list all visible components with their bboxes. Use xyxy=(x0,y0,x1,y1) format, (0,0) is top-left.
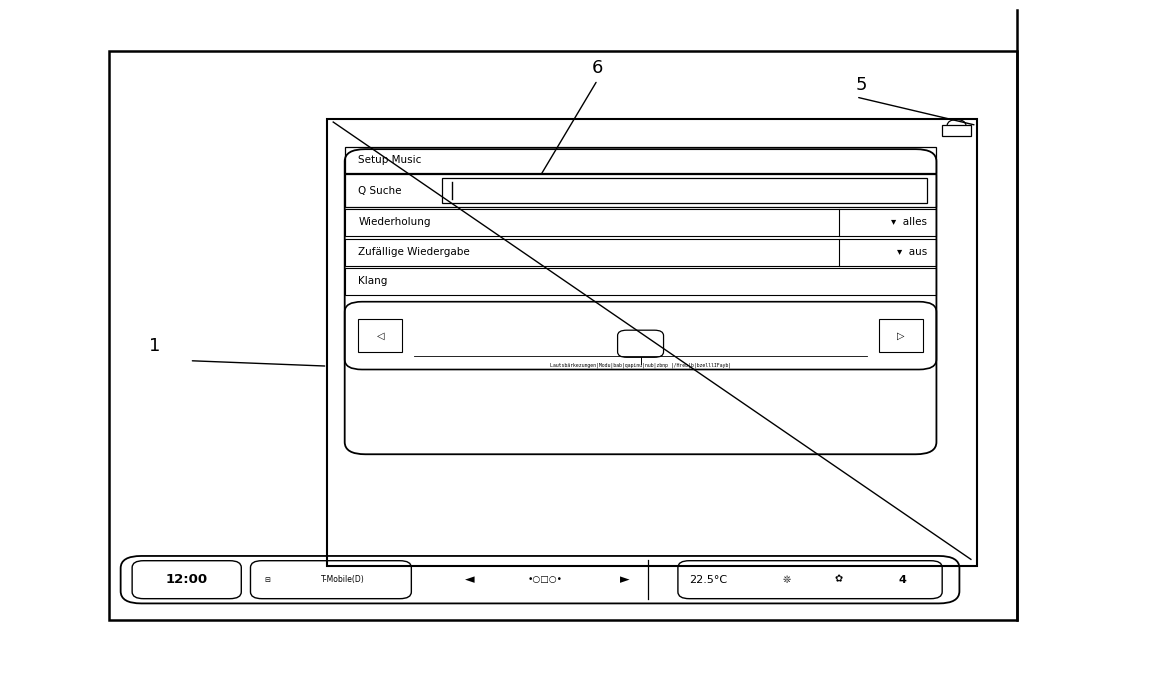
Bar xyxy=(109,51,1017,620)
Text: 12:00: 12:00 xyxy=(165,573,208,586)
Text: 22.5°C: 22.5°C xyxy=(689,575,727,584)
Text: 4: 4 xyxy=(899,575,905,584)
Text: Q Suche: Q Suche xyxy=(358,186,402,195)
Text: Wiederholung: Wiederholung xyxy=(358,218,431,227)
Bar xyxy=(345,209,936,236)
Text: ❊: ❊ xyxy=(782,575,792,584)
Text: ▾  aus: ▾ aus xyxy=(897,247,927,257)
Text: •○□○•: •○□○• xyxy=(527,575,562,584)
Bar xyxy=(358,319,402,352)
Bar xyxy=(879,319,923,352)
Bar xyxy=(345,174,936,207)
Text: Lautsbärkezungen|Modu|bab|qapinu|nub|zbnp |/Hreb|b|bzelllIFayb|: Lautsbärkezungen|Modu|bab|qapinu|nub|zbn… xyxy=(550,363,731,368)
Text: Setup Music: Setup Music xyxy=(358,155,422,165)
Text: ▾  alles: ▾ alles xyxy=(892,218,927,227)
Text: ▷: ▷ xyxy=(897,331,904,340)
Text: 6: 6 xyxy=(592,59,603,77)
Text: ►: ► xyxy=(620,573,630,586)
Bar xyxy=(442,178,927,203)
Text: ◁: ◁ xyxy=(377,331,384,340)
Bar xyxy=(942,125,971,136)
Text: 5: 5 xyxy=(856,76,867,94)
Text: ✿: ✿ xyxy=(834,575,843,584)
Bar xyxy=(327,119,977,566)
Bar xyxy=(345,239,936,266)
Bar xyxy=(345,268,936,295)
Text: Klang: Klang xyxy=(358,277,388,286)
Bar xyxy=(345,147,936,173)
Text: ◄: ◄ xyxy=(465,573,475,586)
Text: 1: 1 xyxy=(149,337,161,355)
Text: ⊟: ⊟ xyxy=(264,577,270,582)
Text: Zufällige Wiedergabe: Zufällige Wiedergabe xyxy=(358,247,470,257)
Text: T-Mobile(D): T-Mobile(D) xyxy=(321,575,364,584)
